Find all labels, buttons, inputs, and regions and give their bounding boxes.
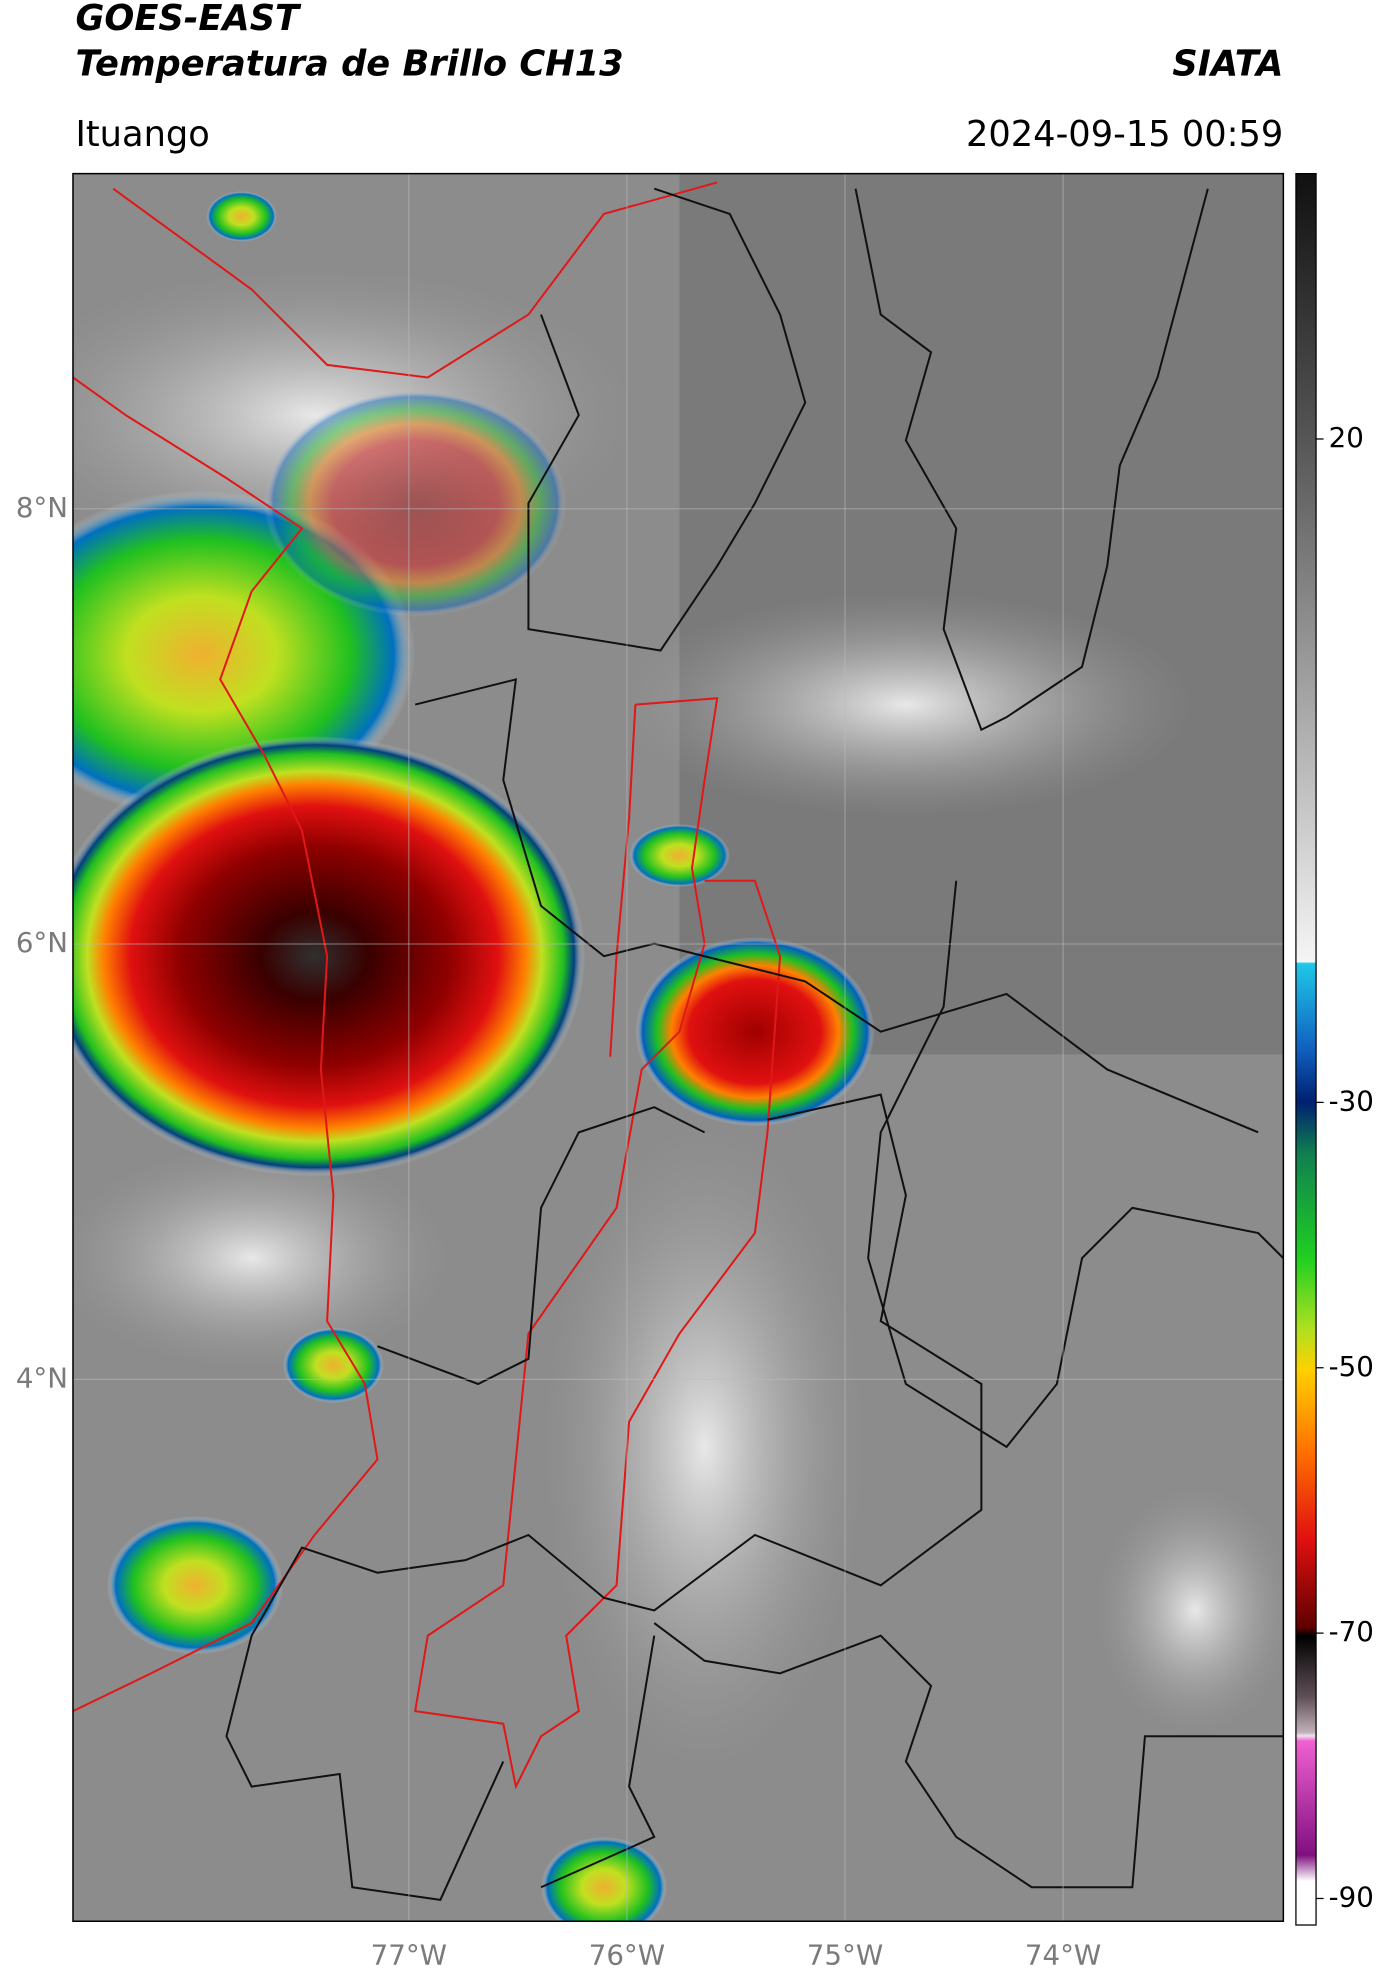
colorbar-tick-label: -70 (1329, 1615, 1374, 1648)
x-tick-label: 77°W (371, 1938, 447, 1971)
grid (72, 173, 1284, 1922)
x-tick-label: 76°W (589, 1938, 665, 1971)
satellite-image (72, 173, 1284, 1922)
y-tick-label: 6°N (16, 926, 68, 959)
x-tick-label: 75°W (807, 1938, 883, 1971)
map-frame (72, 172, 1285, 1922)
subtitle: Temperatura de Brillo CH13 (75, 43, 623, 84)
colorbar (1295, 172, 1317, 1926)
colorbar-tick-label: 20 (1329, 421, 1364, 454)
ticks: 77°W 76°W 75°W 74°W 8°N 6°N 4°N 20 -30 -50 -70 -90 (16, 421, 1374, 1971)
title: GOES-EAST (75, 0, 302, 39)
location: Ituango (75, 114, 209, 155)
timestamp: 2024-09-15 00:59 (966, 114, 1283, 155)
colorbar-tick-label: -90 (1329, 1880, 1374, 1913)
x-tick-label: 74°W (1025, 1938, 1101, 1971)
source: SIATA (1172, 43, 1283, 84)
y-tick-label: 8°N (16, 491, 68, 524)
y-tick-label: 4°N (16, 1361, 68, 1394)
colorbar-tick-label: -30 (1329, 1084, 1374, 1117)
colorbar-tick-label: -50 (1329, 1350, 1374, 1383)
